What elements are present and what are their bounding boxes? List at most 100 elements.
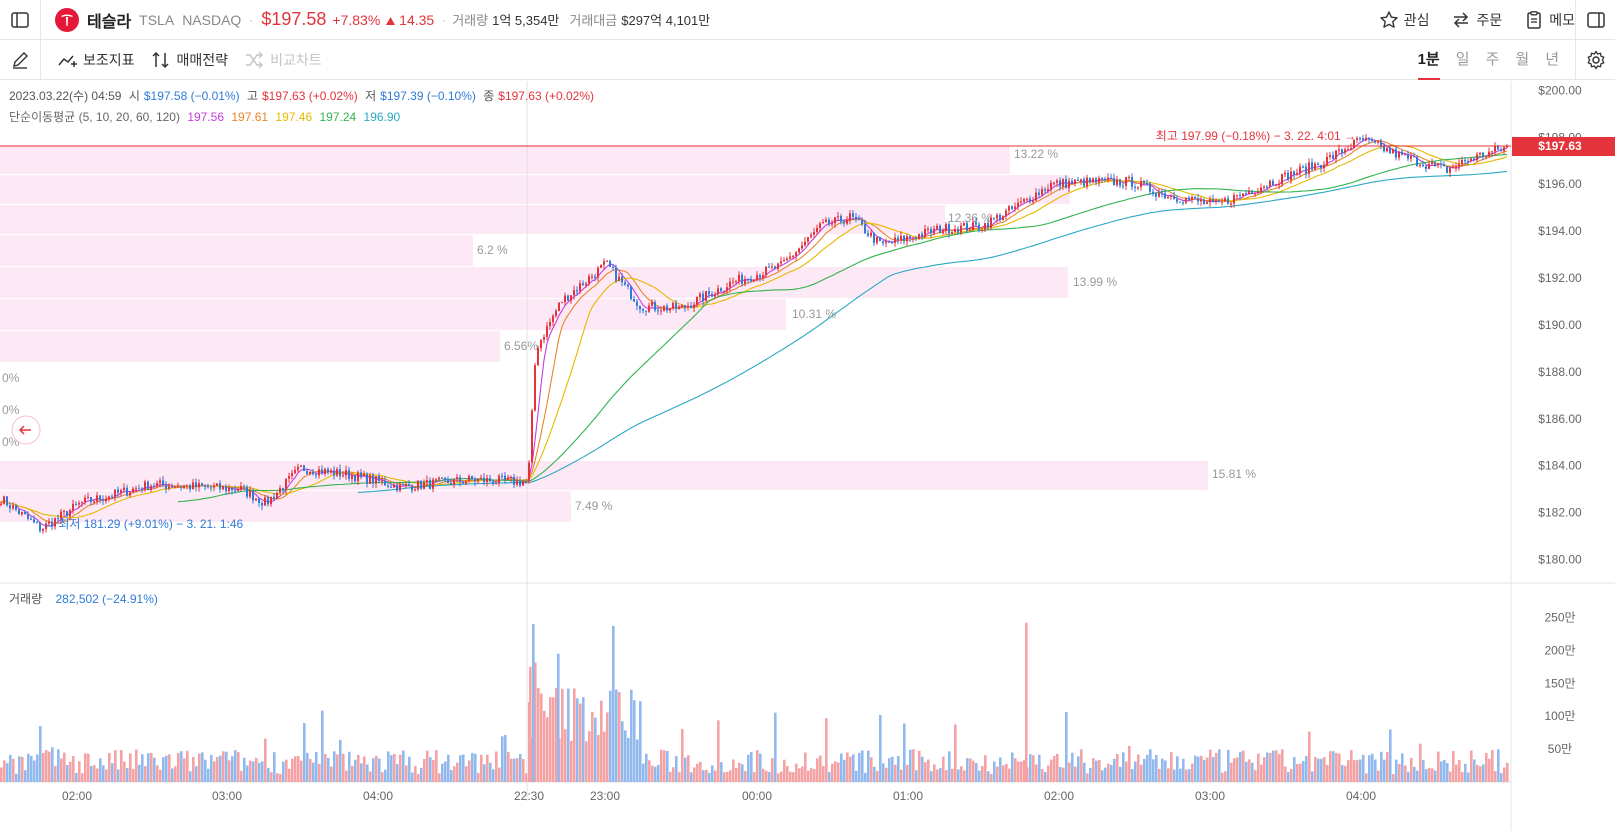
candle-body	[831, 223, 833, 225]
candle-body	[384, 480, 386, 486]
volume-bar	[936, 769, 939, 782]
volume-bar	[549, 697, 552, 782]
candle-body	[579, 283, 581, 292]
candle-body	[525, 481, 527, 483]
tab-period-year[interactable]: 년	[1545, 51, 1559, 68]
volume-bar	[855, 770, 858, 782]
volume-bar	[69, 761, 72, 782]
volume-profile-label: 6.2 %	[477, 243, 508, 257]
volume-bar	[1035, 764, 1038, 782]
price-tick-label: $200.00	[1538, 83, 1582, 97]
volume-bar	[1407, 771, 1410, 782]
volume-bar	[891, 756, 894, 782]
exchange: NASDAQ	[182, 11, 242, 28]
volume-bar	[810, 768, 813, 782]
volume-bar	[423, 758, 426, 782]
volume-bar	[759, 753, 762, 782]
volume-bar	[504, 734, 507, 782]
tab-period-month[interactable]: 월	[1515, 51, 1530, 68]
volume-bar	[1131, 769, 1134, 782]
volume-bar	[288, 768, 291, 782]
candle-body	[1026, 198, 1028, 200]
right-panel-toggle-icon[interactable]	[1575, 0, 1615, 40]
watch-button[interactable]: 관심	[1379, 10, 1429, 30]
volume-bar	[1392, 774, 1395, 782]
volume-bar	[1506, 762, 1509, 782]
candle-body	[219, 483, 221, 490]
candle-body	[108, 496, 110, 499]
candle-body	[405, 484, 407, 486]
candle-body	[891, 242, 893, 244]
candle-body	[117, 489, 119, 493]
candle-body	[408, 484, 410, 487]
candle-body	[1176, 199, 1178, 202]
candle-body	[1152, 191, 1154, 194]
tab-period-1min[interactable]: 1분	[1417, 40, 1440, 80]
volume-bar	[99, 758, 102, 782]
divider	[40, 39, 41, 80]
order-button[interactable]: 주문	[1451, 10, 1502, 30]
volume-bar	[588, 731, 591, 782]
candle-body	[237, 490, 239, 492]
volume-bar	[1215, 752, 1218, 782]
chart-area[interactable]: 6.2 % 6.56% 0% 0% 0% 15.81 % 7.49 % 13.22 % 12.3…	[0, 81, 1615, 831]
candle-body	[72, 503, 74, 511]
candle-body	[819, 223, 821, 229]
candle-body	[189, 485, 191, 490]
chart-settings-gear-icon[interactable]	[1575, 40, 1615, 80]
indicators-button[interactable]: 보조지표	[57, 50, 135, 70]
volume-bar	[117, 769, 120, 782]
high-annotation: 최고 197.99 (−0.18%) − 3. 22. 4:01 →	[1156, 129, 1356, 143]
memo-button[interactable]: 메모	[1524, 10, 1575, 30]
candle-body	[675, 302, 677, 310]
volume-tick-label: 50만	[1548, 742, 1572, 756]
volume-bar	[612, 626, 615, 782]
candle-body	[1392, 148, 1394, 154]
volume-bar	[993, 761, 996, 782]
volume-bar	[1014, 758, 1017, 782]
low-label: 저	[365, 89, 377, 103]
volume-bar	[849, 756, 852, 782]
volume-bar	[1260, 764, 1263, 782]
annotations: $197.63 최고 197.99 (−0.18%) − 3. 22. 4:01 …	[0, 129, 1615, 531]
candle-body	[1347, 149, 1349, 151]
candle-body	[1122, 185, 1124, 187]
tab-period-day[interactable]: 일	[1455, 51, 1470, 68]
volume-bar	[1293, 757, 1296, 782]
volume-bar	[261, 761, 264, 782]
volume-bar	[1401, 753, 1404, 782]
candle-body	[708, 291, 710, 294]
candle-body	[516, 480, 518, 485]
candle-body	[1443, 164, 1445, 167]
compare-button[interactable]: 비교차트	[244, 50, 322, 70]
candle-body	[921, 233, 923, 237]
candle-body	[825, 219, 827, 223]
drawing-tool-icon[interactable]	[0, 40, 40, 80]
volume-bar	[1305, 756, 1308, 782]
volume-bar	[162, 757, 165, 782]
price-chart-svg[interactable]: 6.2 %6.56%0%0%0%15.81 %7.49 %13.22 %12.3…	[0, 81, 1615, 831]
strategy-button[interactable]: 매매전략	[151, 50, 228, 70]
volume-bar	[606, 712, 609, 782]
candle-body	[249, 490, 251, 497]
candle-body	[744, 279, 746, 284]
volume-bar	[156, 765, 159, 782]
volume-bar	[579, 703, 582, 782]
volume-bar	[1413, 766, 1416, 782]
sidebar-toggle-icon[interactable]	[0, 0, 40, 40]
volume-bar	[420, 767, 423, 782]
volume-bar	[1263, 757, 1266, 782]
volume-bar	[792, 772, 795, 782]
volume-bar	[1188, 769, 1191, 782]
candle-body	[1107, 177, 1109, 180]
candle-body	[213, 485, 215, 488]
candle-body	[897, 237, 899, 240]
volume-bar	[699, 761, 702, 782]
candle-body	[699, 293, 701, 298]
candle-body	[1467, 161, 1469, 163]
candle-body	[942, 230, 944, 234]
candle-body	[1197, 198, 1199, 202]
tab-period-week[interactable]: 주	[1485, 51, 1500, 68]
candle-body	[639, 305, 641, 310]
ma-legend[interactable]: 단순이동평균 (5, 10, 20, 60, 120) 197.56 197.6…	[9, 108, 404, 125]
